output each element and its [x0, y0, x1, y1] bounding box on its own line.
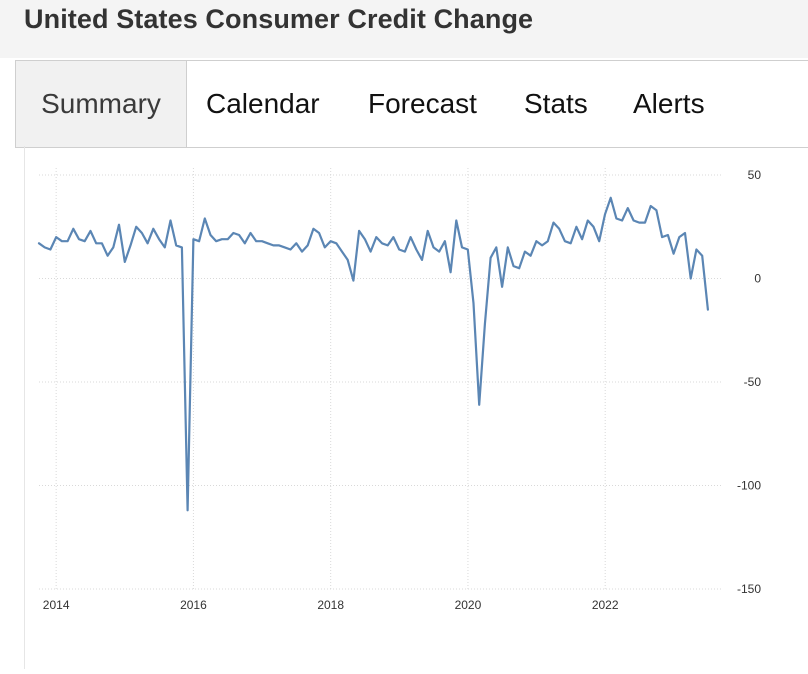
consumer-credit-chart: 50 0 -50 -100 -150 2014 2016 2018 2020 2022: [37, 168, 761, 612]
tab-calendar[interactable]: Calendar: [206, 88, 320, 119]
x-tick-label: 2022: [592, 598, 619, 612]
chart-panel: 50 0 -50 -100 -150 2014 2016 2018 2020 2022: [24, 146, 808, 669]
x-tick-label: 2014: [43, 598, 70, 612]
tab-stats[interactable]: Stats: [524, 88, 588, 119]
x-axis-tick-labels: 2014 2016 2018 2020 2022: [43, 598, 619, 612]
x-tick-label: 2016: [180, 598, 207, 612]
page-title: United States Consumer Credit Change: [24, 4, 534, 34]
tab-bar: Summary Calendar Forecast Stats Alerts: [15, 60, 808, 148]
y-tick-label: 50: [748, 168, 762, 182]
tab-forecast[interactable]: Forecast: [368, 88, 477, 119]
y-tick-label: -150: [737, 582, 761, 596]
x-tick-label: 2020: [455, 598, 482, 612]
page-header: United States Consumer Credit Change: [0, 0, 808, 58]
y-tick-label: -100: [737, 479, 761, 493]
series-layer: [37, 196, 710, 512]
vertical-gridlines: [55, 168, 606, 589]
tab-summary[interactable]: Summary: [15, 61, 187, 147]
y-tick-label: -50: [744, 375, 762, 389]
y-axis-tick-labels: 50 0 -50 -100 -150: [737, 168, 761, 596]
series-line-0: [37, 196, 710, 512]
tab-alerts[interactable]: Alerts: [633, 88, 705, 119]
horizontal-gridlines: [39, 174, 721, 590]
x-tick-label: 2018: [317, 598, 344, 612]
y-tick-label: 0: [754, 272, 761, 286]
